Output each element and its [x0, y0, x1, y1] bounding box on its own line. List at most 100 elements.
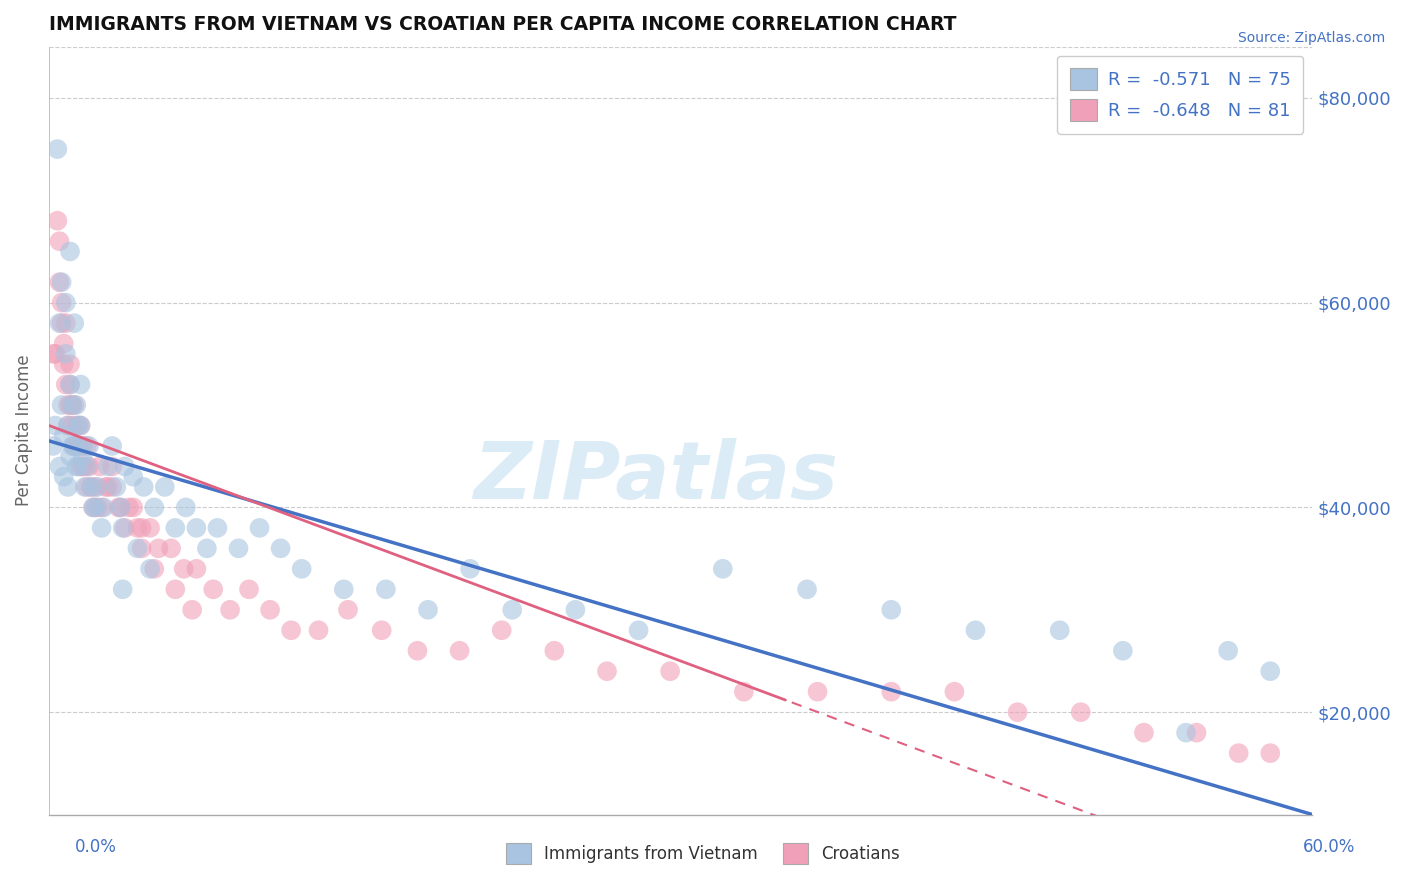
Point: [44, 418, 66, 433]
Point: [84, 480, 107, 494]
Point: [72, 459, 94, 474]
Point: [143, 500, 166, 515]
Point: [52, 428, 75, 442]
Point: [165, 582, 187, 597]
Point: [228, 541, 250, 556]
Point: [55, 316, 77, 330]
Point: [60, 439, 83, 453]
Point: [65, 398, 87, 412]
Point: [60, 398, 83, 412]
Point: [65, 418, 87, 433]
Point: [659, 664, 682, 678]
Point: [1185, 725, 1208, 739]
Point: [308, 624, 330, 638]
Point: [139, 521, 162, 535]
Point: [143, 562, 166, 576]
Point: [1112, 644, 1135, 658]
Point: [60, 418, 83, 433]
Point: [270, 541, 292, 556]
Point: [449, 644, 471, 658]
Point: [1258, 664, 1281, 678]
Point: [127, 521, 149, 535]
Point: [59, 398, 82, 412]
Point: [336, 603, 359, 617]
Point: [370, 624, 392, 638]
Point: [63, 316, 86, 330]
Text: ZIPatlas: ZIPatlas: [472, 438, 838, 516]
Point: [67, 459, 90, 474]
Point: [51, 398, 73, 412]
Point: [796, 582, 818, 597]
Point: [202, 582, 225, 597]
Point: [110, 500, 132, 515]
Point: [596, 664, 619, 678]
Point: [1227, 746, 1250, 760]
Point: [59, 449, 82, 463]
Point: [65, 439, 87, 453]
Point: [543, 644, 565, 658]
Point: [219, 603, 242, 617]
Point: [55, 295, 77, 310]
Point: [280, 624, 302, 638]
Point: [59, 377, 82, 392]
Point: [56, 398, 79, 412]
Point: [501, 603, 523, 617]
Legend: Immigrants from Vietnam, Croatians: Immigrants from Vietnam, Croatians: [499, 837, 907, 871]
Point: [259, 603, 281, 617]
Point: [806, 684, 828, 698]
Point: [111, 582, 134, 597]
Point: [1070, 705, 1092, 719]
Point: [80, 480, 103, 494]
Point: [67, 418, 90, 433]
Point: [965, 624, 987, 638]
Point: [94, 480, 117, 494]
Point: [48, 316, 70, 330]
Point: [77, 459, 100, 474]
Point: [101, 480, 124, 494]
Point: [55, 347, 77, 361]
Point: [101, 439, 124, 453]
Point: [711, 562, 734, 576]
Legend: R =  -0.571   N = 75, R =  -0.648   N = 81: R = -0.571 N = 75, R = -0.648 N = 81: [1057, 55, 1303, 134]
Point: [160, 541, 183, 556]
Point: [76, 480, 98, 494]
Text: Source: ZipAtlas.com: Source: ZipAtlas.com: [1237, 31, 1385, 45]
Point: [84, 500, 107, 515]
Point: [69, 459, 91, 474]
Point: [69, 418, 91, 433]
Point: [48, 275, 70, 289]
Point: [110, 500, 132, 515]
Point: [51, 275, 73, 289]
Point: [291, 562, 314, 576]
Point: [131, 541, 153, 556]
Point: [48, 234, 70, 248]
Point: [80, 480, 103, 494]
Point: [374, 582, 396, 597]
Point: [52, 357, 75, 371]
Point: [86, 480, 108, 494]
Point: [42, 347, 65, 361]
Point: [416, 603, 439, 617]
Point: [132, 480, 155, 494]
Point: [76, 459, 98, 474]
Text: 60.0%: 60.0%: [1302, 838, 1355, 856]
Point: [1258, 746, 1281, 760]
Point: [63, 439, 86, 453]
Point: [406, 644, 429, 658]
Point: [72, 439, 94, 453]
Point: [118, 500, 141, 515]
Point: [46, 142, 69, 156]
Point: [122, 469, 145, 483]
Point: [249, 521, 271, 535]
Point: [564, 603, 586, 617]
Point: [165, 521, 187, 535]
Point: [65, 459, 87, 474]
Point: [186, 562, 208, 576]
Point: [148, 541, 170, 556]
Point: [880, 684, 903, 698]
Point: [173, 562, 195, 576]
Point: [101, 459, 124, 474]
Point: [59, 377, 82, 392]
Point: [1049, 624, 1071, 638]
Point: [51, 316, 73, 330]
